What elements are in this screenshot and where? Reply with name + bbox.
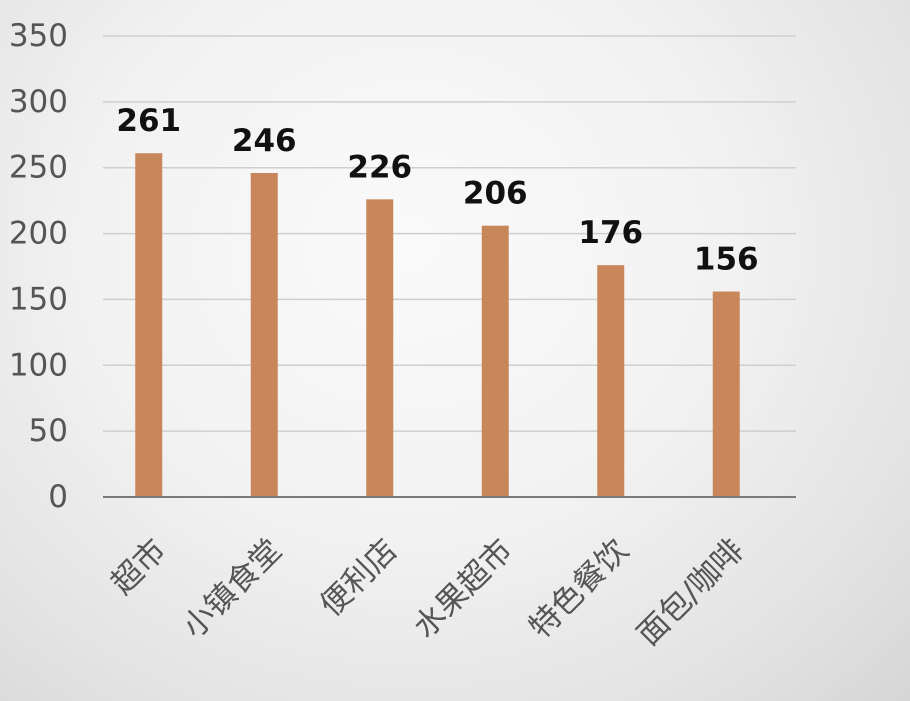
gridlines <box>103 35 796 432</box>
data-label: 156 <box>694 242 759 278</box>
data-label: 206 <box>463 176 528 212</box>
x-category-label: 小镇食堂 <box>176 532 289 645</box>
data-label: 226 <box>347 149 412 185</box>
y-tick-label: 300 <box>9 84 68 120</box>
bar <box>366 199 394 497</box>
y-tick-label: 50 <box>29 413 68 449</box>
bar <box>250 172 278 498</box>
x-category-label: 面包/咖啡 <box>630 532 751 653</box>
y-tick-label: 250 <box>9 150 68 186</box>
data-labels: 261 246 226 206 176 156 <box>116 103 758 277</box>
data-label: 176 <box>578 215 643 251</box>
bar <box>712 291 740 497</box>
bars <box>135 153 740 498</box>
bar <box>597 265 625 497</box>
bar <box>481 225 509 497</box>
y-tick-label: 150 <box>9 281 68 317</box>
x-category-label: 水果超市 <box>407 532 520 645</box>
y-tick-label: 350 <box>9 18 68 54</box>
x-category-label: 便利店 <box>313 532 404 623</box>
y-tick-label: 200 <box>9 216 68 252</box>
x-category-label: 特色餐饮 <box>522 532 635 645</box>
data-label: 246 <box>232 123 297 159</box>
x-category-label: 超市 <box>104 532 173 601</box>
y-tick-label: 100 <box>9 347 68 383</box>
y-axis-ticks: 0 50 100 150 200 250 300 350 <box>9 18 68 515</box>
data-label: 261 <box>116 103 181 139</box>
bar <box>135 153 163 497</box>
y-tick-label: 0 <box>48 479 68 515</box>
